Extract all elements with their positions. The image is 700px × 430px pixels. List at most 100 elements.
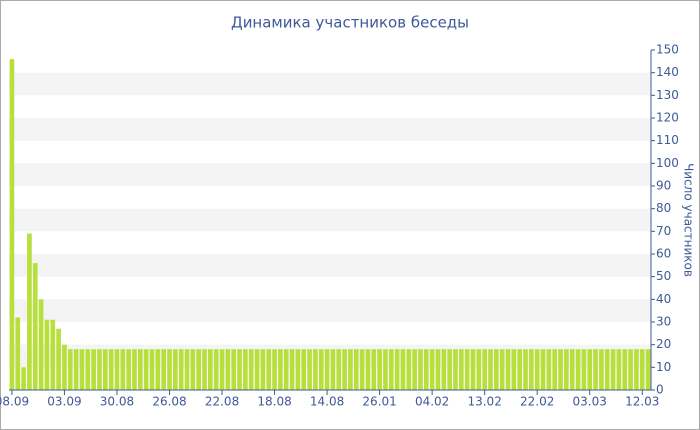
y-axis-label: Число участников xyxy=(682,163,696,277)
y-tick-label: 40 xyxy=(656,292,671,306)
bar xyxy=(593,349,598,390)
x-tick-label: 13.02 xyxy=(467,395,501,409)
bar xyxy=(260,349,266,390)
bar xyxy=(132,349,137,390)
bar xyxy=(50,319,56,390)
bar xyxy=(120,349,126,390)
bar xyxy=(564,349,569,390)
bar xyxy=(190,349,196,390)
bar xyxy=(178,349,184,390)
bar xyxy=(213,349,219,390)
bar xyxy=(278,349,283,390)
bar xyxy=(32,263,38,390)
y-tick-label: 10 xyxy=(656,360,671,374)
grid-band xyxy=(9,118,651,141)
bar xyxy=(482,349,487,390)
bar xyxy=(272,349,277,390)
bar xyxy=(44,319,50,390)
bar xyxy=(336,349,342,390)
bar xyxy=(464,349,470,390)
bar xyxy=(552,349,558,390)
bar xyxy=(108,349,114,390)
y-tick-label: 150 xyxy=(656,43,679,57)
bar xyxy=(219,349,225,390)
bar xyxy=(301,349,307,390)
bar xyxy=(79,349,85,390)
bar xyxy=(167,349,172,390)
bar xyxy=(359,349,365,390)
bar xyxy=(248,349,254,390)
y-tick-label: 110 xyxy=(656,133,679,147)
bar xyxy=(97,349,102,390)
x-tick-label: 14.08 xyxy=(310,395,344,409)
bar xyxy=(155,349,161,390)
bar xyxy=(161,349,166,390)
bar xyxy=(15,317,21,390)
bar xyxy=(610,349,616,390)
x-tick-label: 08.09 xyxy=(0,395,29,409)
x-tick-label: 03.03 xyxy=(573,395,607,409)
bar xyxy=(62,344,67,390)
y-tick-label: 20 xyxy=(656,337,671,351)
bar xyxy=(237,349,242,390)
x-tick-label: 04.02 xyxy=(415,395,449,409)
x-tick-label: 22.02 xyxy=(520,395,554,409)
bar xyxy=(575,349,581,390)
y-tick-label: 50 xyxy=(656,269,671,283)
y-tick-label: 60 xyxy=(656,247,671,261)
y-tick-label: 130 xyxy=(656,88,679,102)
bar xyxy=(137,349,143,390)
bar xyxy=(423,349,429,390)
bar xyxy=(616,349,622,390)
bar xyxy=(447,349,452,390)
bar xyxy=(21,367,26,390)
bar xyxy=(383,349,388,390)
bar xyxy=(184,349,190,390)
bar xyxy=(470,349,476,390)
bar xyxy=(628,349,633,390)
bar xyxy=(254,349,260,390)
bar xyxy=(441,349,447,390)
bar xyxy=(67,349,73,390)
bar xyxy=(38,299,44,390)
bar xyxy=(581,349,587,390)
bar xyxy=(599,349,604,390)
bar xyxy=(523,349,528,390)
bar xyxy=(313,349,318,390)
bar xyxy=(149,349,155,390)
bar xyxy=(202,349,207,390)
bar xyxy=(91,349,96,390)
bar xyxy=(342,349,347,390)
bar xyxy=(587,349,593,390)
bar xyxy=(645,349,651,390)
y-tick-label: 90 xyxy=(656,179,671,193)
bar xyxy=(102,349,108,390)
bar xyxy=(371,349,377,390)
bar xyxy=(243,349,248,390)
bar xyxy=(295,349,301,390)
chart-title: Динамика участников беседы xyxy=(231,14,469,32)
bar xyxy=(377,349,382,390)
x-tick-label: 18.08 xyxy=(257,395,291,409)
bar xyxy=(406,349,412,390)
bar xyxy=(476,349,482,390)
x-tick-label: 30.08 xyxy=(100,395,134,409)
bar xyxy=(231,349,237,390)
bar xyxy=(283,349,289,390)
bar xyxy=(353,349,359,390)
bar xyxy=(318,349,324,390)
bar xyxy=(604,349,610,390)
y-tick-label: 100 xyxy=(656,156,679,170)
grid-band xyxy=(9,208,651,232)
grid-band xyxy=(9,254,651,277)
bar xyxy=(85,349,91,390)
bar xyxy=(173,349,178,390)
bar xyxy=(73,349,79,390)
bar xyxy=(517,349,523,390)
bar xyxy=(307,349,312,390)
bar xyxy=(499,349,505,390)
bar xyxy=(27,233,32,390)
bar xyxy=(418,349,423,390)
bar xyxy=(569,349,575,390)
bar xyxy=(540,349,546,390)
